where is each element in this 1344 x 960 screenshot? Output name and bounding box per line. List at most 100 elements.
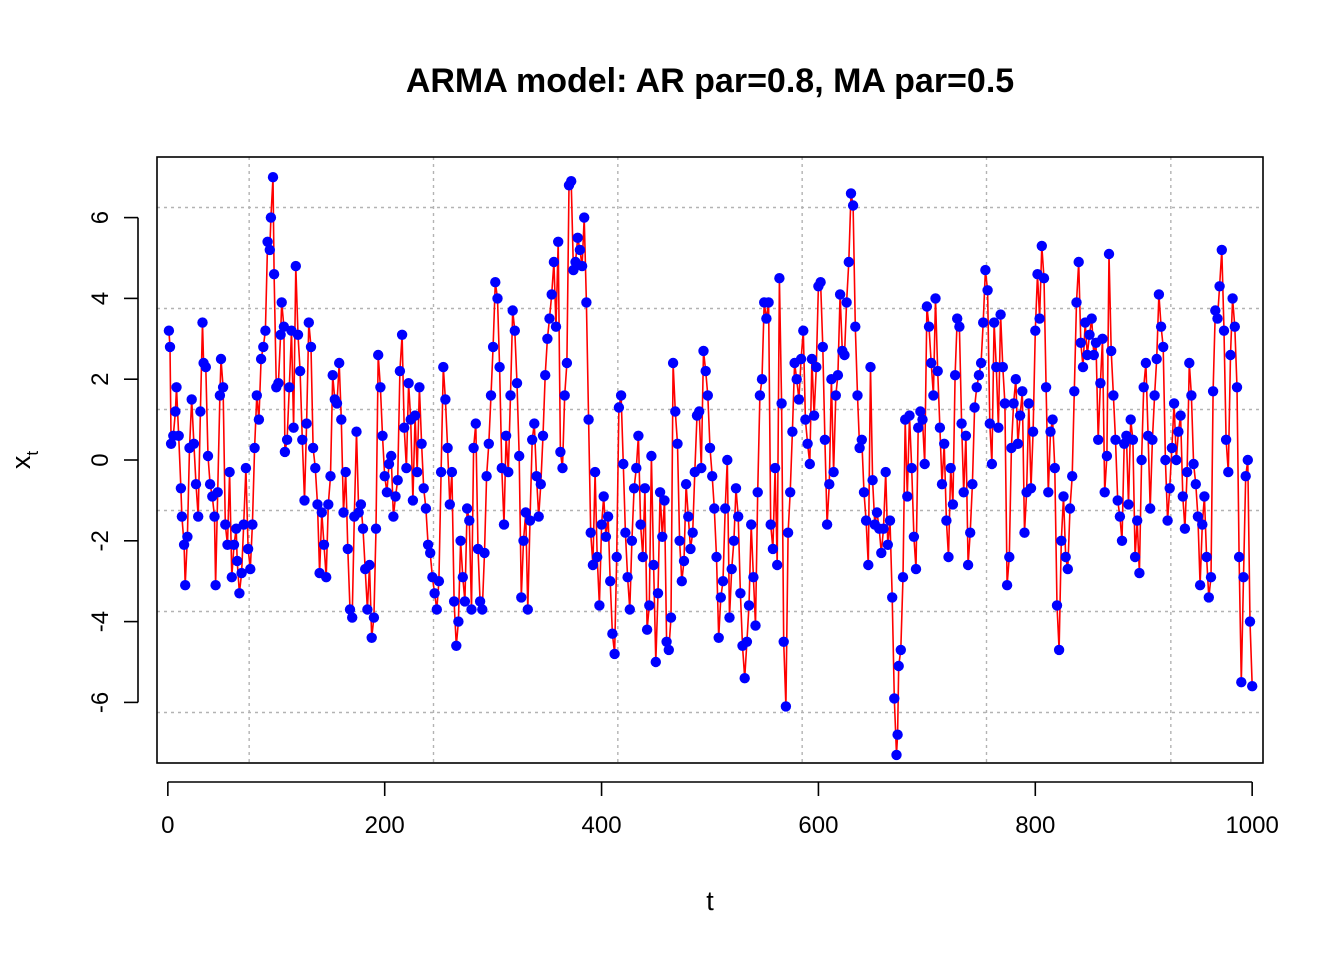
data-point	[1164, 483, 1175, 494]
data-point	[1214, 281, 1225, 292]
data-point	[420, 503, 432, 514]
data-point	[1238, 572, 1249, 583]
data-point	[802, 438, 813, 449]
data-point	[220, 519, 231, 530]
data-point	[305, 341, 317, 353]
data-point	[548, 256, 560, 268]
data-point	[1056, 535, 1067, 546]
y-tick-label: 6	[87, 211, 114, 224]
data-point	[1192, 511, 1204, 522]
data-point	[325, 471, 336, 482]
data-point	[902, 491, 913, 502]
data-point	[412, 466, 423, 478]
data-point	[741, 636, 753, 647]
data-point	[399, 422, 410, 433]
data-point	[1162, 515, 1173, 526]
data-point	[717, 576, 729, 587]
data-point	[245, 563, 256, 575]
data-point	[782, 527, 794, 538]
data-point	[357, 523, 369, 534]
data-point	[847, 200, 859, 211]
data-point	[654, 487, 666, 498]
data-point	[954, 321, 965, 332]
data-point	[176, 511, 188, 522]
data-point	[1075, 337, 1087, 348]
data-point	[615, 390, 627, 401]
data-point	[455, 535, 466, 546]
data-point	[200, 361, 211, 373]
data-point	[1190, 479, 1202, 490]
data-point	[917, 414, 928, 425]
data-point	[622, 572, 633, 583]
data-point	[171, 382, 182, 393]
data-point	[362, 604, 373, 615]
data-point	[1043, 487, 1054, 498]
data-point	[511, 378, 523, 389]
data-point	[962, 559, 974, 571]
data-point	[1240, 471, 1251, 482]
data-point	[366, 632, 377, 643]
data-point	[598, 491, 609, 502]
data-point	[769, 462, 781, 474]
data-point	[375, 382, 386, 393]
data-point	[1155, 321, 1167, 332]
data-point	[210, 580, 221, 591]
data-point	[913, 422, 924, 433]
data-point	[980, 264, 991, 276]
data-point	[368, 612, 380, 623]
data-point	[856, 434, 867, 445]
y-tick-label: 4	[87, 292, 114, 305]
data-point	[464, 515, 475, 526]
data-point	[1181, 466, 1193, 478]
data-point	[1244, 616, 1256, 627]
data-point	[209, 511, 220, 522]
data-point	[388, 511, 399, 522]
data-point	[1040, 382, 1052, 393]
data-point	[819, 434, 831, 445]
data-point	[1138, 382, 1149, 393]
data-point	[854, 442, 865, 454]
data-point	[605, 576, 616, 587]
data-point	[863, 559, 874, 571]
data-point	[626, 535, 638, 546]
data-point	[583, 414, 594, 425]
data-point	[726, 563, 737, 575]
y-axis-label-subscript: t	[23, 451, 42, 456]
data-point	[815, 277, 826, 288]
data-point	[1227, 293, 1238, 304]
data-point	[522, 604, 533, 615]
data-point	[1188, 458, 1199, 470]
data-point	[795, 353, 807, 365]
data-point	[535, 479, 546, 490]
data-point	[724, 612, 735, 623]
data-point	[921, 301, 933, 312]
data-point	[1071, 297, 1082, 308]
data-point	[852, 390, 863, 401]
data-point	[170, 406, 181, 417]
data-point	[748, 572, 759, 583]
data-point	[1168, 398, 1180, 409]
data-point	[507, 305, 518, 316]
data-point	[418, 483, 429, 494]
data-point	[754, 390, 766, 401]
data-point	[969, 402, 980, 413]
data-point	[1114, 511, 1126, 522]
data-point	[939, 438, 950, 449]
data-point	[696, 462, 707, 474]
data-point	[1088, 349, 1100, 361]
data-point	[1038, 273, 1050, 284]
data-point	[344, 604, 356, 615]
data-point	[331, 398, 343, 409]
data-point	[958, 487, 969, 498]
data-point	[702, 390, 713, 401]
data-point	[403, 378, 414, 389]
data-point	[997, 361, 1008, 373]
data-point	[960, 430, 972, 441]
data-point	[926, 357, 937, 369]
data-point	[1064, 503, 1076, 514]
data-point	[321, 572, 332, 583]
data-point	[1201, 551, 1212, 563]
data-point	[347, 612, 358, 623]
data-point	[739, 673, 750, 684]
